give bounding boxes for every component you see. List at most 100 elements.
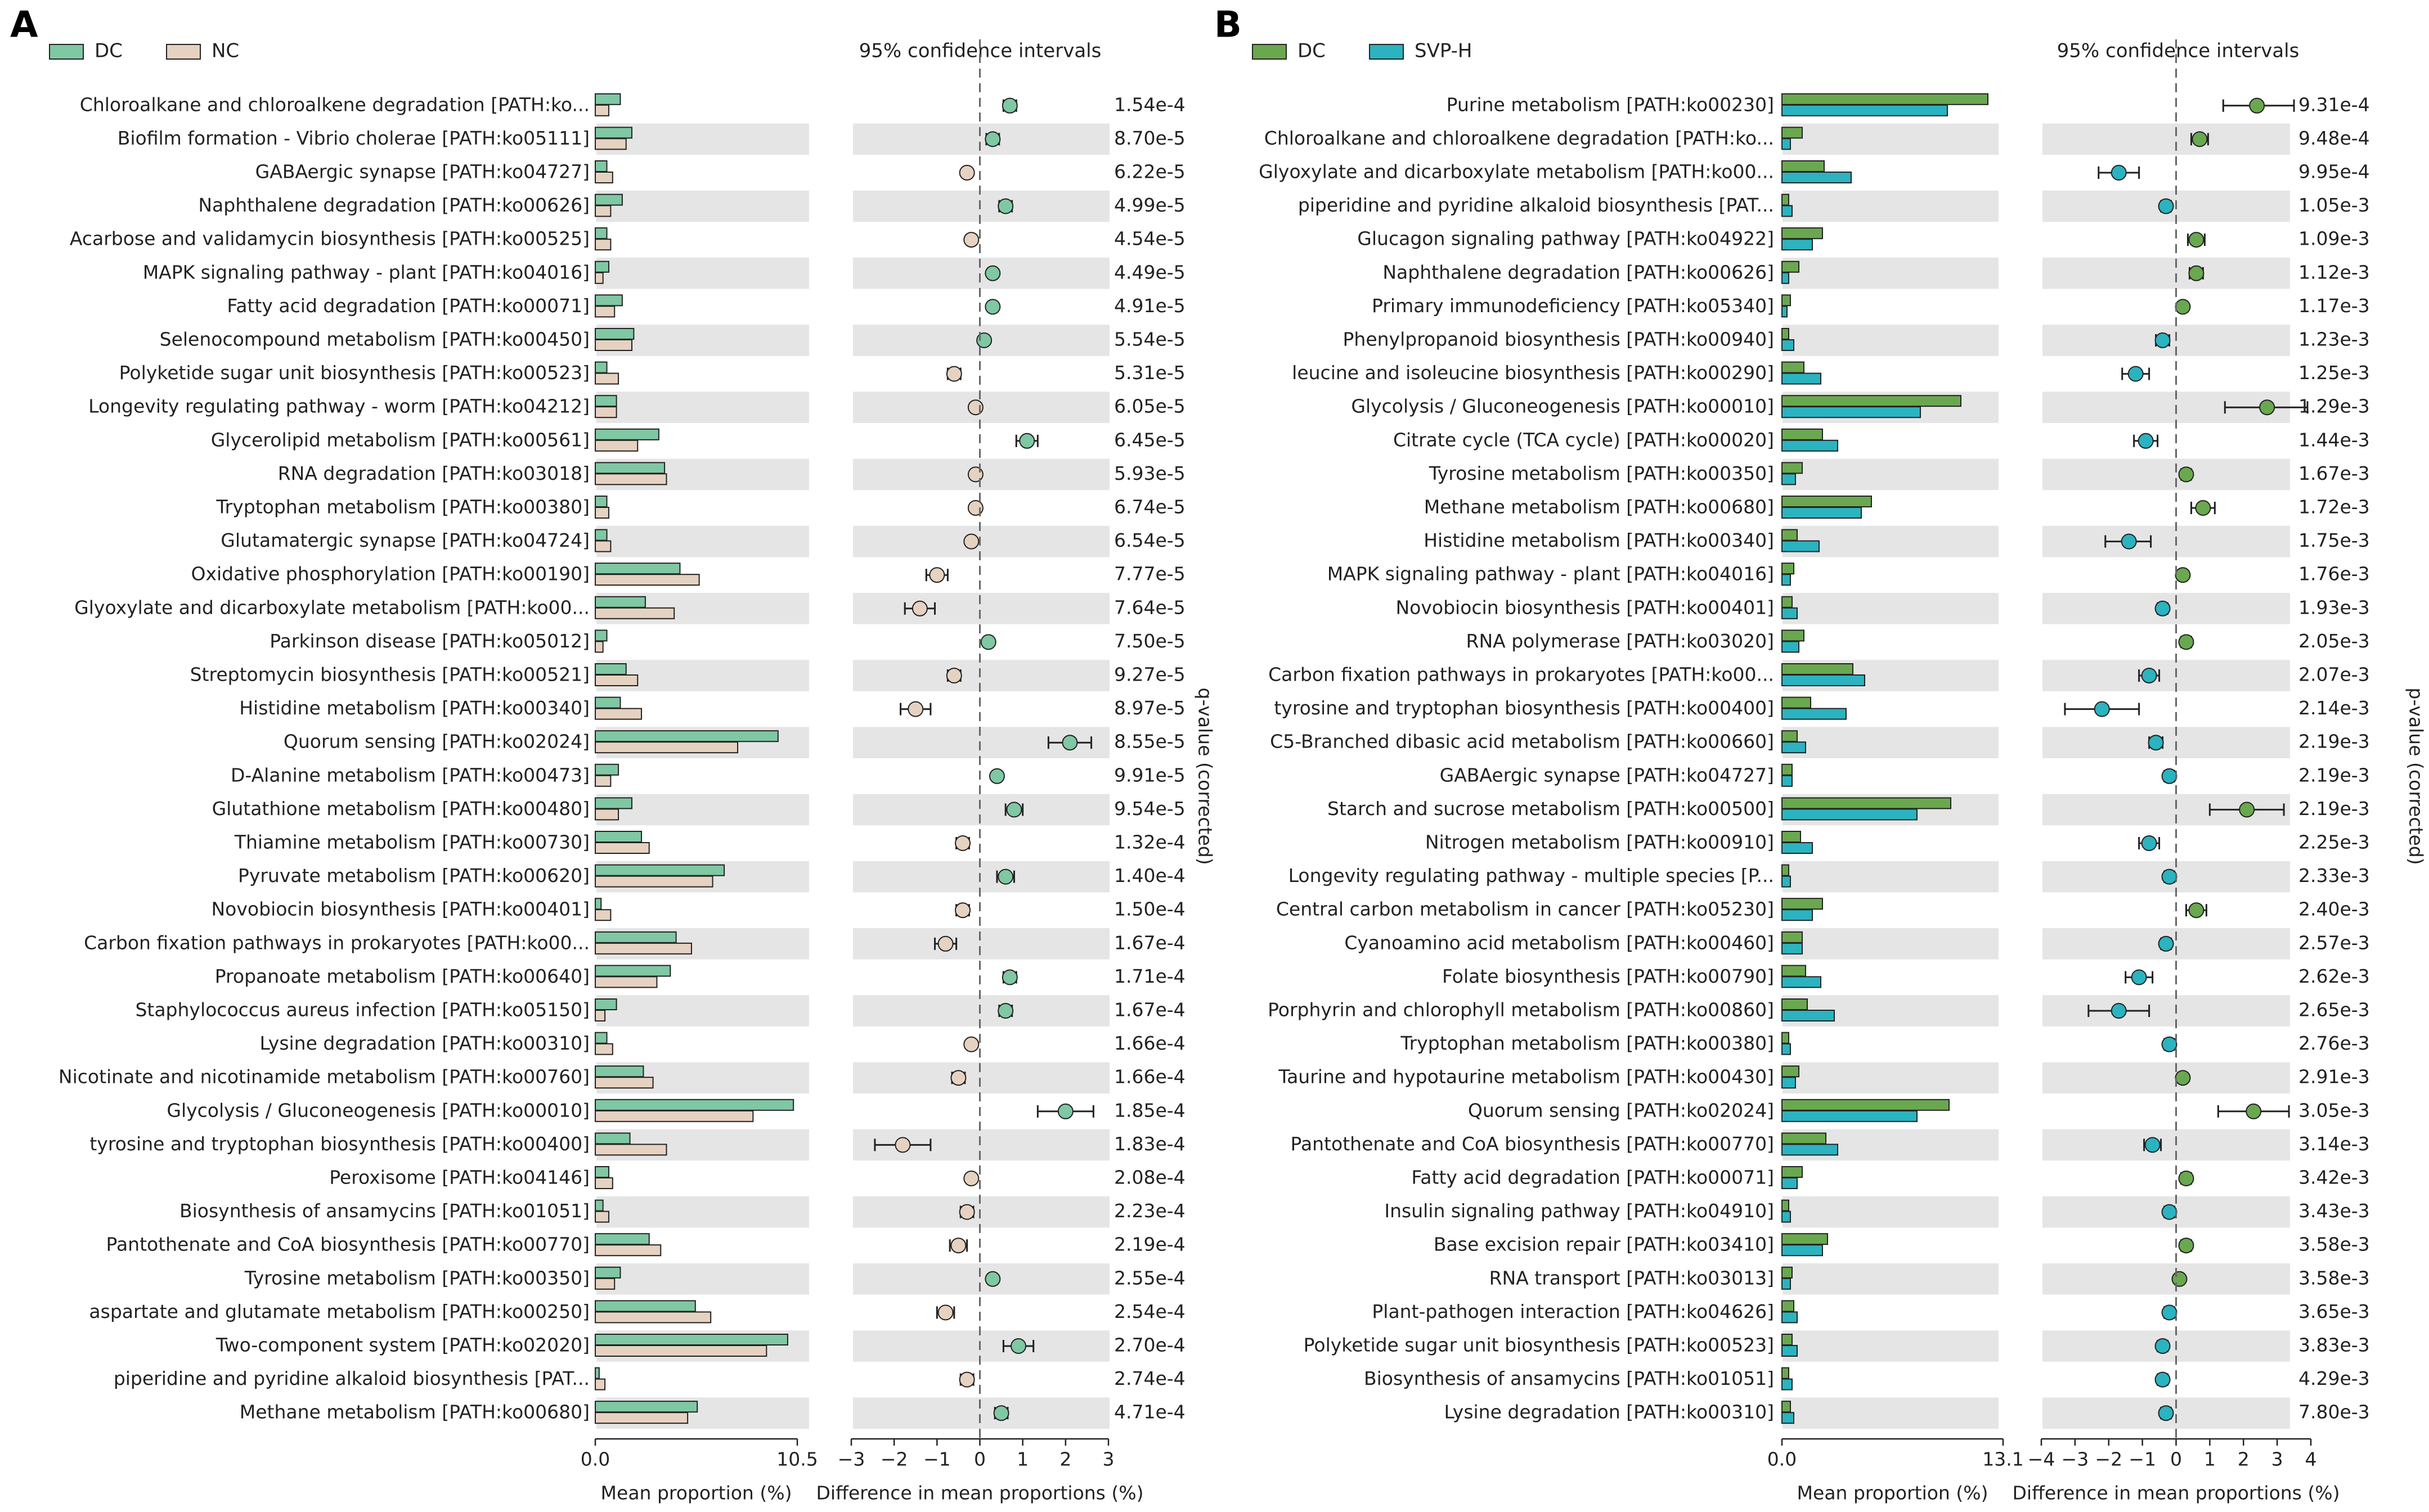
diff-tick-label: −3	[2062, 1448, 2089, 1470]
row-stripe	[1783, 1196, 1999, 1228]
category-label: Glyoxylate and dicarboxylate metabolism …	[74, 596, 590, 618]
bar-dc	[595, 496, 608, 507]
bar-dc	[1781, 194, 1789, 206]
p-value-label: 3.14e-3	[2298, 1133, 2370, 1155]
bar-svp-h	[1781, 674, 1865, 686]
bar-svp-h	[1781, 339, 1794, 351]
bar-dc	[1781, 1401, 1791, 1413]
row-stripe	[1783, 861, 1999, 893]
bar-dc	[595, 395, 617, 407]
bar-nc	[595, 1244, 662, 1257]
bar-tick-label: 0.0	[581, 1448, 610, 1470]
difference-point	[2175, 567, 2191, 583]
bar-dc	[595, 1099, 794, 1111]
bar-dc	[595, 596, 646, 608]
difference-point	[908, 701, 924, 717]
category-label: Central carbon metabolism in cancer [PAT…	[1276, 898, 1774, 920]
bar-svp-h	[1781, 507, 1862, 519]
bar-dc	[595, 864, 725, 876]
category-label: Quorum sensing [PATH:ko02024]	[1468, 1099, 1774, 1121]
legend-label: NC	[212, 40, 239, 62]
bar-dc	[1781, 1132, 1826, 1145]
row-stripe	[596, 392, 809, 423]
difference-point	[950, 1070, 967, 1086]
bar-dc	[1781, 931, 1803, 943]
bar-svp-h	[1781, 1244, 1823, 1257]
p-value-label: 7.64e-5	[1114, 596, 1186, 618]
bar-svp-h	[1781, 775, 1793, 787]
difference-point	[2154, 332, 2171, 348]
bar-nc	[595, 1412, 689, 1424]
bar-nc	[595, 507, 609, 519]
p-value-label: 1.09e-3	[2298, 228, 2370, 250]
bar-dc	[1781, 93, 1988, 105]
bar-dc	[1781, 1367, 1789, 1379]
category-label: Purine metabolism [PATH:ko00230]	[1447, 93, 1774, 115]
category-label: piperidine and pyridine alkaloid biosynt…	[1298, 194, 1774, 216]
row-stripe	[853, 1062, 1110, 1094]
difference-point	[963, 533, 980, 550]
category-label: Fatty acid degradation [PATH:ko00071]	[1411, 1167, 1774, 1189]
bar-svp-h	[1781, 1144, 1838, 1156]
difference-point	[998, 1003, 1014, 1019]
bar-dc	[1781, 328, 1789, 340]
p-value-label: 1.17e-3	[2298, 295, 2370, 317]
difference-point	[895, 1137, 911, 1153]
p-value-label: 5.93e-5	[1114, 462, 1186, 484]
p-value-label: 1.67e-4	[1114, 999, 1186, 1021]
p-value-label: 6.45e-5	[1114, 429, 1186, 451]
difference-point	[2121, 533, 2137, 550]
category-label: Phenylpropanoid biosynthesis [PATH:ko009…	[1343, 328, 1774, 350]
difference-point	[985, 265, 1001, 281]
p-value-label: 2.57e-3	[2298, 932, 2370, 953]
p-value-label: 4.71e-4	[1114, 1401, 1186, 1423]
category-label: Insulin signaling pathway [PATH:ko04910]	[1384, 1200, 1774, 1222]
bar-nc	[595, 1110, 754, 1122]
difference-point	[2188, 265, 2204, 281]
p-value-label: 9.95e-4	[2298, 161, 2370, 183]
difference-point	[2141, 835, 2157, 851]
p-value-label: 1.75e-3	[2298, 529, 2370, 551]
difference-point	[963, 1036, 980, 1052]
bar-nc	[595, 1378, 606, 1390]
bar-svp-h	[1781, 1345, 1798, 1357]
p-value-label: 1.50e-4	[1114, 898, 1186, 920]
row-stripe	[853, 995, 1110, 1027]
category-label: Porphyrin and chlorophyll metabolism [PA…	[1268, 999, 1774, 1021]
bar-dc	[595, 663, 627, 675]
difference-point	[2144, 1137, 2161, 1153]
bar-nc	[595, 1277, 616, 1290]
difference-point	[2158, 935, 2174, 952]
bar-dc	[595, 1334, 788, 1346]
bar-dc	[595, 931, 677, 943]
p-value-label: 3.42e-3	[2298, 1167, 2370, 1189]
difference-point	[959, 1371, 975, 1388]
bar-dc	[595, 629, 608, 642]
row-stripe	[596, 1263, 809, 1295]
p-value-label: 2.76e-3	[2298, 1032, 2370, 1054]
category-label: Pyruvate metabolism [PATH:ko00620]	[238, 865, 590, 886]
difference-point	[2175, 299, 2191, 315]
category-label: Staphylococcus aureus infection [PATH:ko…	[135, 999, 590, 1021]
p-value-label: 2.19e-3	[2298, 731, 2370, 753]
legend-swatch-dc	[49, 44, 84, 60]
panel-a: ADC NC 95% confidence intervalsChloroalkan…	[10, 4, 1216, 1504]
row-stripe	[853, 1263, 1110, 1295]
bar-dc	[1781, 428, 1823, 440]
bar-nc	[595, 607, 675, 619]
p-value-label: 3.58e-3	[2298, 1234, 2370, 1256]
bar-dc	[1781, 294, 1791, 307]
p-value-label: 5.31e-5	[1114, 362, 1186, 384]
difference-point	[1002, 97, 1018, 114]
difference-point	[980, 634, 996, 650]
bar-nc	[595, 574, 700, 586]
bar-dc	[1781, 1166, 1803, 1178]
bar-dc	[595, 93, 621, 105]
diff-tick-label: 1	[2204, 1448, 2216, 1470]
diff-tick-label: −1	[923, 1448, 951, 1470]
row-stripe	[2042, 1129, 2290, 1161]
bar-dc	[1781, 1300, 1794, 1312]
category-label: Pantothenate and CoA biosynthesis [PATH:…	[1291, 1133, 1774, 1155]
row-stripe	[853, 123, 1110, 155]
category-label: Novobiocin biosynthesis [PATH:ko00401]	[1395, 596, 1774, 618]
